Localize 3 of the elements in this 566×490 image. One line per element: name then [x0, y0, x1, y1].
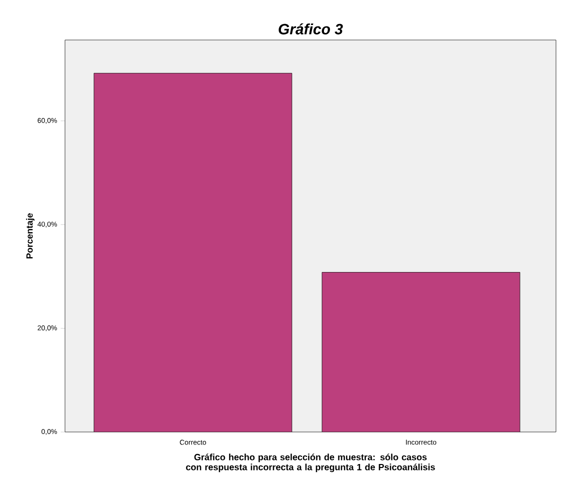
- y-axis-title: Porcentaje: [26, 213, 34, 258]
- x-axis-title: Gráfico hecho para selección de muestra: sólo casos con respuesta incorrecta a la pregunta 1 de Psicoanálisis: [186, 454, 435, 472]
- chart-title: Gráfico 3: [278, 23, 343, 34]
